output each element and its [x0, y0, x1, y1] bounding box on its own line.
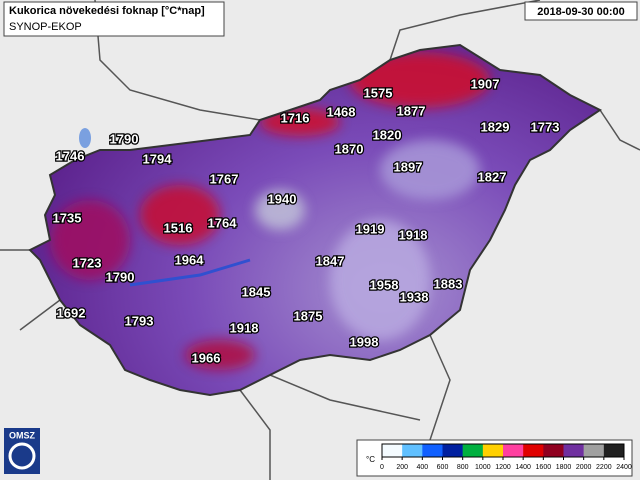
station-value: 1723 — [73, 255, 102, 270]
station-value: 1870 — [335, 141, 364, 156]
station-value: 1716 — [281, 110, 310, 125]
logo-text: OMSZ — [9, 430, 36, 440]
colorbar-tick-label: 1600 — [536, 464, 552, 471]
colorbar-segment — [402, 444, 423, 457]
station-value: 1575 — [364, 85, 393, 100]
colorbar-tick-label: 400 — [416, 464, 428, 471]
colorbar-segment — [442, 444, 463, 457]
station-value: 1918 — [230, 320, 259, 335]
colorbar-segment — [563, 444, 584, 457]
date: 2018-09-30 00:00 — [537, 6, 624, 18]
colorbar-segment — [422, 444, 443, 457]
station-value: 1790 — [110, 131, 139, 146]
station-value: 1918 — [399, 227, 428, 242]
station-value: 1746 — [56, 148, 85, 163]
colorbar: 0 200 400 600 800 1000 1200 1400 1600 1800 2000 220… — [380, 443, 632, 471]
title-box — [3, 1, 225, 37]
colorbar-segment — [482, 444, 504, 457]
station-value: 1820 — [373, 127, 402, 142]
station-value: 1897 — [394, 159, 423, 174]
colorbar-segment — [603, 444, 625, 457]
station-value: 1847 — [316, 253, 345, 268]
station-value: 1468 — [327, 104, 356, 119]
station-value: 1692 — [57, 305, 86, 320]
colorbar-tick-label: 800 — [457, 464, 469, 471]
station-value: 1767 — [210, 171, 239, 186]
station-value: 1516 — [164, 220, 193, 235]
subtitle: SYNOP-EKOP — [9, 21, 82, 33]
colorbar-tick-label: 2400 — [616, 464, 632, 471]
logo-mark — [8, 442, 36, 470]
station-value: 1794 — [143, 151, 173, 166]
station-value: 1966 — [192, 350, 221, 365]
colorbar-tick-label: 1400 — [515, 464, 531, 471]
date-box — [524, 1, 638, 21]
colorbar-tick-label: 200 — [396, 464, 408, 471]
colorbar-tick-label: 600 — [437, 464, 449, 471]
stations: 1907 1575 1877 1716 1468 1829 1773 1820 1790 1870… — [51, 75, 560, 367]
station-value: 1940 — [268, 191, 297, 206]
station-value: 1964 — [175, 252, 205, 267]
colorbar-segment — [543, 444, 564, 457]
station-value: 1938 — [400, 289, 429, 304]
colorbar-tick-label: 2000 — [576, 464, 592, 471]
station-value: 1845 — [242, 284, 271, 299]
colorbar-segment — [462, 444, 484, 457]
station-value: 1764 — [208, 215, 238, 230]
station-value: 1793 — [125, 313, 154, 328]
station-value: 1735 — [53, 210, 82, 225]
station-value: 1790 — [106, 269, 135, 284]
station-value: 1827 — [478, 169, 507, 184]
colorbar-tick-label: 1000 — [475, 464, 491, 471]
colorbar-tick-label: 2200 — [596, 464, 612, 471]
station-value: 1958 — [370, 277, 399, 292]
station-value: 1907 — [471, 76, 500, 91]
station-value: 1883 — [434, 276, 463, 291]
colorbar-tick-label: 1200 — [495, 464, 511, 471]
title: Kukorica növekedési foknap [°C*nap] — [9, 5, 205, 17]
colorbar-segment — [503, 444, 524, 457]
colorbar-segment — [583, 444, 605, 457]
station-value: 1877 — [397, 103, 426, 118]
station-value: 1875 — [294, 308, 323, 323]
legend-unit: °C — [366, 455, 375, 464]
station-value: 1829 — [481, 119, 510, 134]
colorbar-segment — [523, 444, 544, 457]
colorbar-segment — [382, 444, 403, 457]
station-value: 1919 — [356, 221, 385, 236]
colorbar-tick-label: 0 — [380, 464, 384, 471]
lake — [79, 128, 91, 148]
station-value: 1998 — [350, 334, 379, 349]
station-value: 1773 — [531, 119, 560, 134]
colorbar-tick-label: 1800 — [556, 464, 572, 471]
